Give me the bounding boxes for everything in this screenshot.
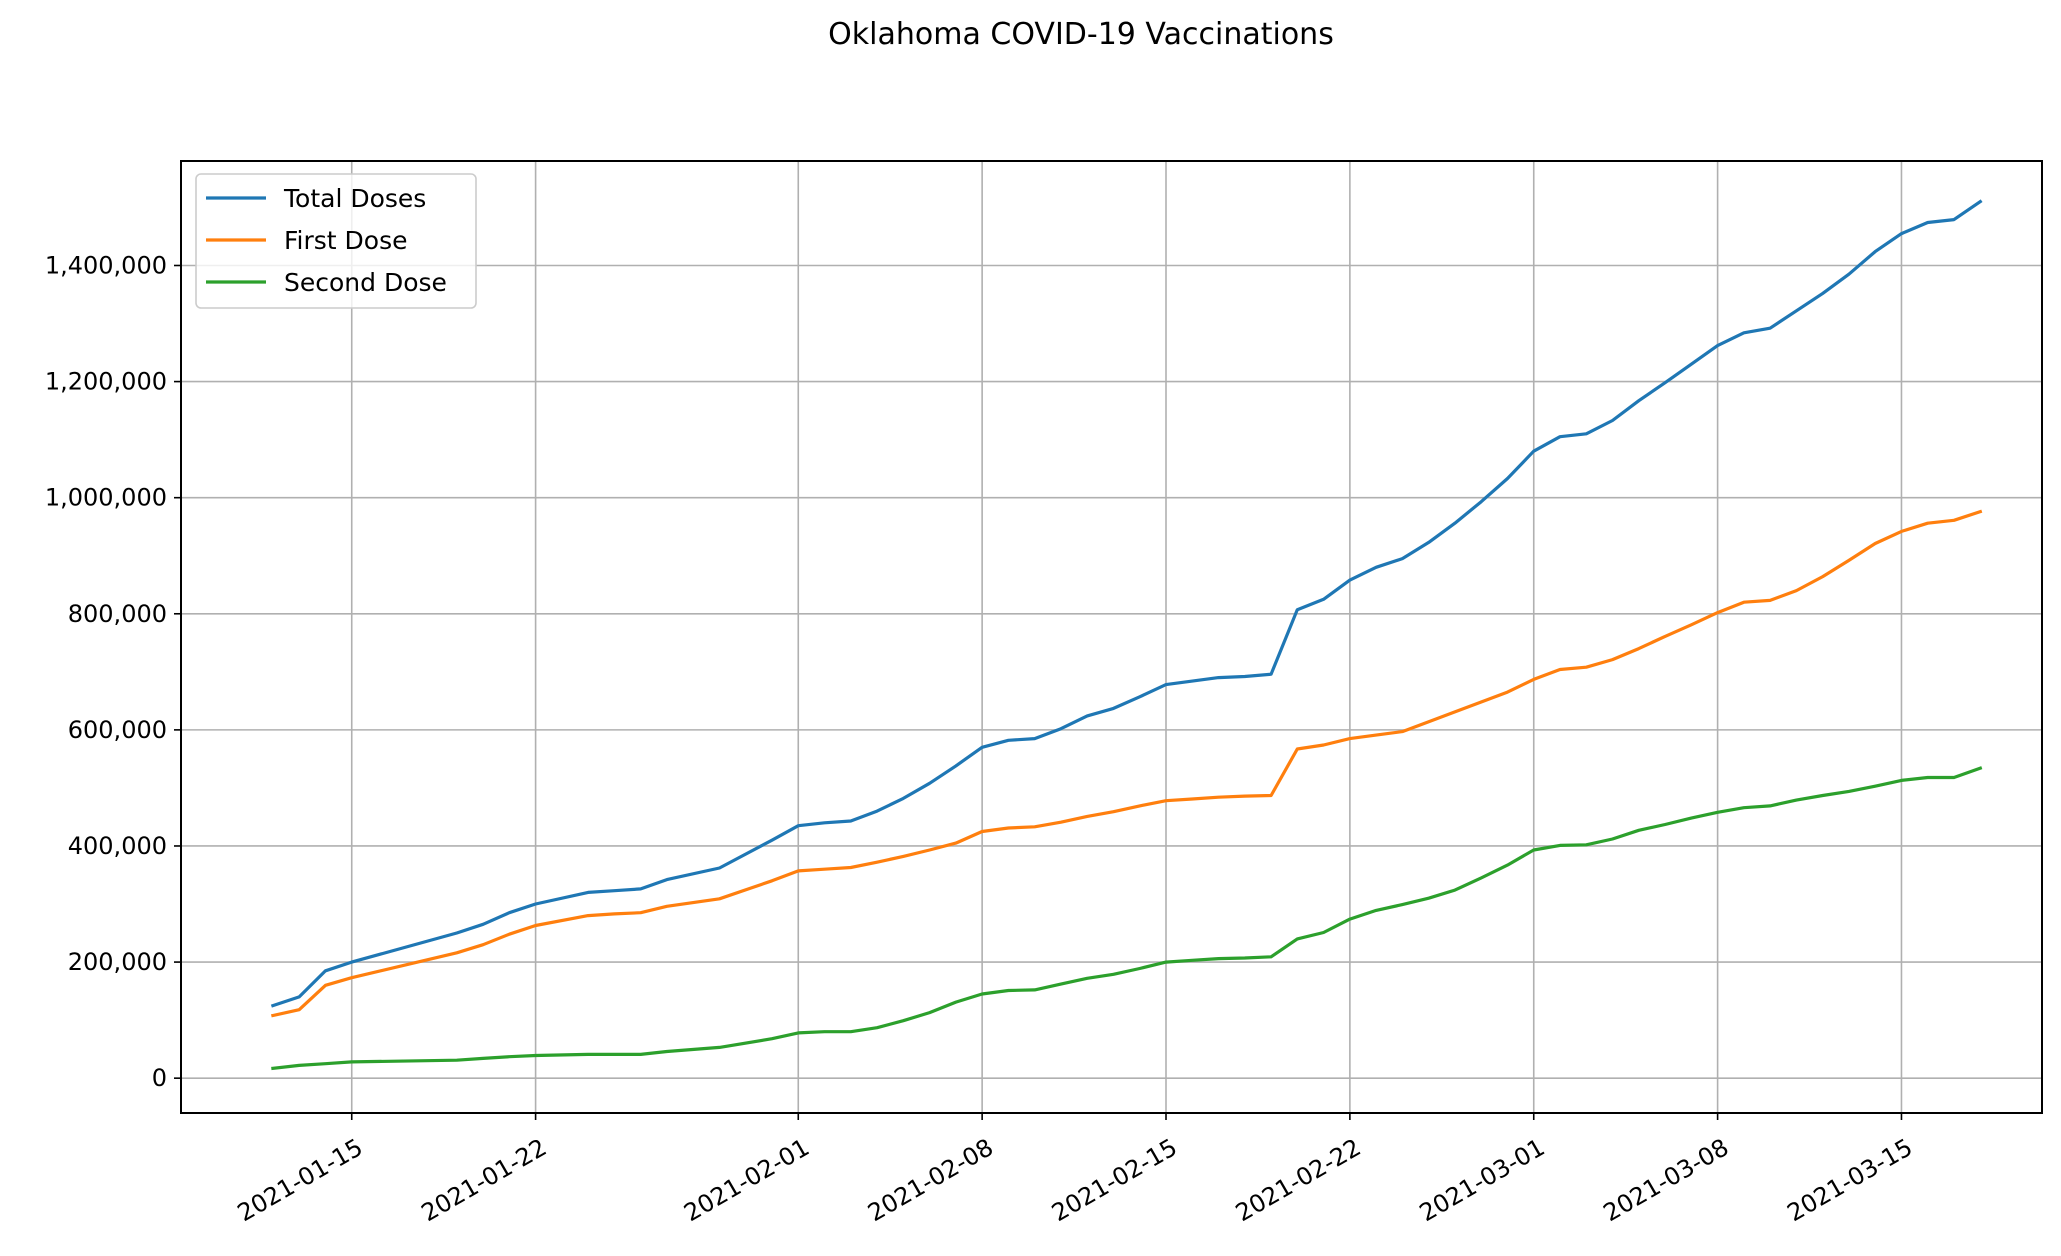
x-tick-label: 2021-03-08 [1599, 1133, 1734, 1227]
y-tick-label: 1,400,000 [45, 251, 167, 279]
x-tick-label: 2021-02-08 [863, 1133, 998, 1227]
y-tick-label: 400,000 [68, 832, 167, 860]
y-tick-label: 1,000,000 [45, 484, 167, 512]
chart-title: Oklahoma COVID-19 Vaccinations [828, 17, 1334, 52]
legend-label: Second Dose [284, 268, 447, 297]
x-tick-label: 2021-01-15 [233, 1133, 368, 1227]
legend-label: First Dose [284, 226, 408, 255]
legend-box [195, 173, 477, 309]
axis-ticks: 0 200,000 400,000 600,000 800,000 1,000,000 1,… [45, 251, 1917, 1227]
y-tick-label: 600,000 [68, 716, 167, 744]
plot-frame [180, 160, 2043, 1114]
grid-lines [181, 161, 2042, 1113]
y-tick-label: 800,000 [68, 600, 167, 628]
series-line-total-doses [270, 199, 1983, 1008]
x-tick-label: 2021-02-22 [1231, 1133, 1366, 1227]
series-lines [270, 199, 1983, 1071]
legend-label: Total Doses [283, 184, 426, 213]
y-tick-label: 1,200,000 [45, 368, 167, 396]
series-line-first-dose [270, 509, 1983, 1018]
x-tick-label: 2021-01-22 [417, 1133, 552, 1227]
series-line-second-dose [271, 766, 1983, 1071]
y-tick-label: 200,000 [68, 948, 167, 976]
y-tick-label: 0 [152, 1064, 167, 1092]
x-tick-label: 2021-02-01 [679, 1133, 814, 1227]
x-tick-label: 2021-02-15 [1047, 1133, 1182, 1227]
x-tick-label: 2021-03-15 [1782, 1133, 1917, 1227]
legend: Total Doses First Dose Second Dose [195, 173, 477, 309]
x-tick-label: 2021-03-01 [1415, 1133, 1550, 1227]
